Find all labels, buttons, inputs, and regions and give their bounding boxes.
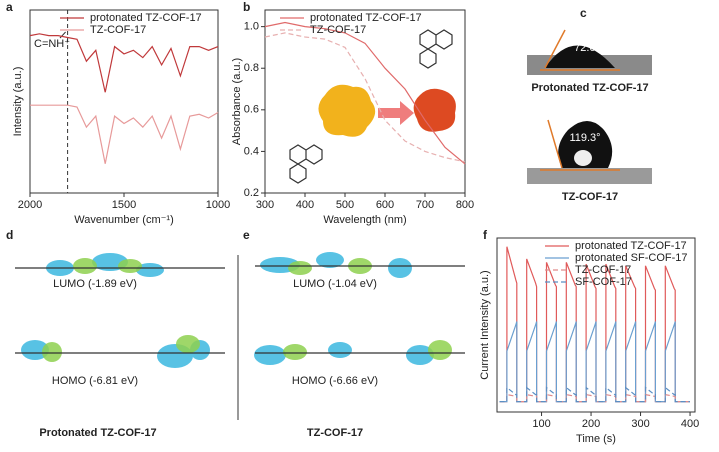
series-line (29, 33, 219, 93)
panel-label: c (580, 6, 587, 20)
x-tick-label: 300 (631, 418, 649, 430)
x-tick-label: 300 (256, 199, 274, 211)
y-tick-label: 0.8 (244, 62, 259, 74)
x-tick-label: 2000 (18, 199, 42, 211)
panel-label: a (6, 0, 13, 14)
plot-frame (264, 9, 466, 194)
orbital-images (15, 252, 465, 420)
x-tick-label: 1500 (112, 199, 136, 211)
contact-angle-photos (527, 29, 652, 184)
y-tick-label: 0.6 (244, 104, 259, 116)
x-tick-label: 400 (681, 418, 699, 430)
y-axis-label: Current Intensity (a.u.) (479, 270, 491, 379)
x-axis-label: Time (s) (576, 433, 616, 445)
legend-label: protonated TZ-COF-17 (310, 12, 422, 24)
x-axis-label: Wavenumber (cm⁻¹) (74, 214, 174, 226)
x-tick-label: 400 (296, 199, 314, 211)
y-tick-label: 0.4 (244, 145, 259, 157)
series-line (499, 386, 690, 403)
panel-label: d (6, 228, 13, 242)
orbital-label: HOMO (-6.81 eV) (52, 375, 138, 387)
x-tick-label: 700 (416, 199, 434, 211)
series-line (264, 21, 466, 165)
y-tick-label: 0.2 (244, 187, 259, 199)
legend-label: TZ-COF-17 (575, 264, 631, 276)
y-axis-label: Absorbance (a.u.) (231, 58, 243, 145)
contact-angle: 119.3° (569, 132, 600, 144)
x-tick-label: 1000 (206, 199, 230, 211)
series-line (499, 246, 690, 403)
legend-label: protonated TZ-COF-17 (90, 12, 202, 24)
structure-label: TZ-COF-17 (307, 427, 363, 439)
series-line (499, 321, 690, 403)
panel-label: b (243, 0, 250, 14)
y-axis-label: Intensity (a.u.) (12, 67, 24, 137)
x-tick-label: 200 (582, 418, 600, 430)
sample-images (289, 29, 456, 184)
sample-label: TZ-COF-17 (562, 191, 618, 203)
panel-label: e (243, 228, 250, 242)
orbital-label: LUMO (-1.04 eV) (293, 278, 377, 290)
panel-label: f (483, 228, 488, 242)
series-line (499, 393, 690, 403)
legend-label: SF-COF-17 (575, 276, 632, 288)
orbital-label: HOMO (-6.66 eV) (292, 375, 378, 387)
x-tick-label: 600 (376, 199, 394, 211)
x-tick-label: 500 (336, 199, 354, 211)
plot-frame (496, 237, 696, 413)
sample-label: Protonated TZ-COF-17 (531, 82, 648, 94)
series-line (264, 32, 466, 163)
contact-angle: 72.6° (574, 42, 600, 54)
legend-label: protonated TZ-COF-17 (575, 240, 687, 252)
orbital-label: LUMO (-1.89 eV) (53, 278, 137, 290)
annotation: C=NH⁺ (34, 38, 70, 50)
structure-label: Protonated TZ-COF-17 (39, 427, 156, 439)
annotation-arrow (59, 31, 66, 39)
legend-label: TZ-COF-17 (310, 24, 366, 36)
legend-label: protonated SF-COF-17 (575, 252, 688, 264)
series-line (30, 104, 219, 164)
y-tick-label: 1.0 (244, 21, 259, 33)
x-axis-label: Wavelength (nm) (323, 214, 406, 226)
x-tick-label: 100 (532, 418, 550, 430)
legend-label: TZ-COF-17 (90, 24, 146, 36)
x-tick-label: 800 (456, 199, 474, 211)
